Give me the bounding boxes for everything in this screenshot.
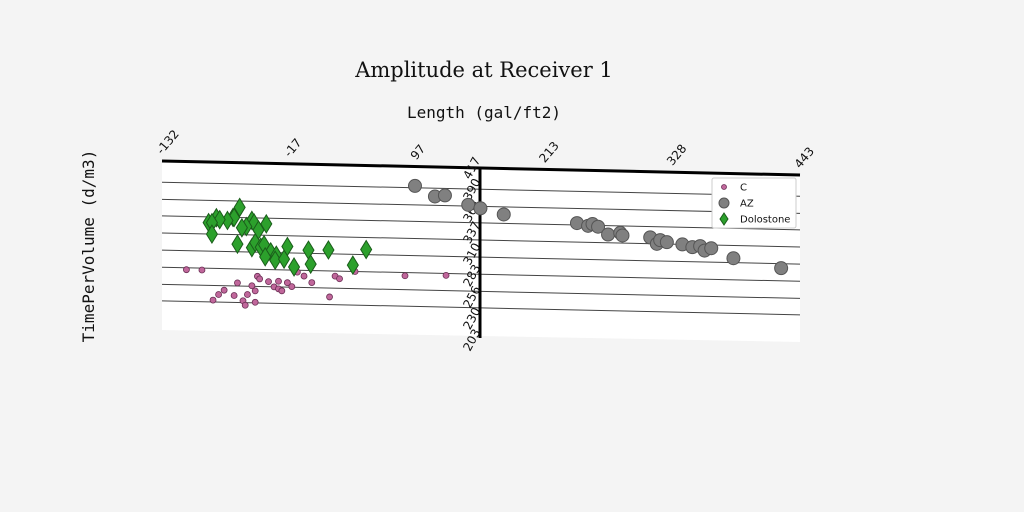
legend: C AZ Dolostone: [711, 177, 797, 229]
az-point: [407, 178, 422, 193]
legend-label: C: [740, 183, 747, 194]
x-tick-label: -132: [154, 127, 182, 157]
az-point: [461, 197, 476, 212]
dolostone-point: [252, 220, 265, 240]
c-point: [215, 291, 222, 298]
az-point: [726, 251, 741, 266]
c-point: [241, 301, 249, 309]
c-point: [183, 266, 190, 274]
legend-box: [711, 177, 797, 229]
dolostone-point: [346, 255, 359, 276]
dolostone-point: [269, 250, 282, 271]
c-point: [336, 275, 343, 283]
az-point: [601, 227, 616, 242]
axes: [161, 159, 801, 338]
c-point: [308, 279, 316, 286]
chart-title: Amplitude at Receiver 1: [354, 58, 613, 82]
dolostone-point: [281, 236, 294, 257]
x-tick-label: 213: [536, 139, 561, 166]
az-point: [591, 219, 606, 234]
c-point: [248, 282, 256, 290]
x-tick-label: 328: [664, 142, 689, 169]
legend-dolostone-marker: [719, 212, 729, 226]
az-point: [659, 235, 674, 250]
x-tick-label: 97: [408, 142, 429, 163]
dolostone-point: [235, 217, 248, 238]
c-point: [251, 298, 259, 306]
az-point: [774, 261, 789, 276]
c-point: [300, 272, 308, 280]
dolostone-point: [231, 234, 244, 255]
x-tick-label: -17: [281, 136, 304, 160]
az-point: [615, 228, 630, 243]
dolostone-point: [360, 239, 373, 260]
data-points: [183, 178, 789, 309]
c-point: [442, 271, 450, 279]
c-point: [198, 266, 206, 274]
c-point: [256, 275, 264, 283]
c-point: [265, 278, 272, 286]
c-point: [326, 293, 333, 301]
c-point: [288, 283, 296, 290]
az-point: [704, 241, 719, 256]
c-point: [234, 279, 241, 287]
c-point: [275, 277, 282, 285]
c-point: [283, 279, 291, 287]
az-point: [496, 207, 511, 222]
c-point: [251, 287, 259, 295]
dolostone-point: [249, 232, 262, 253]
dolostone-point: [205, 224, 219, 245]
dolostone-point: [233, 197, 246, 218]
legend-label: AZ: [740, 199, 754, 210]
c-point: [401, 272, 409, 280]
x-axis-label: Length (gal/ft2): [407, 103, 561, 122]
c-point: [230, 292, 238, 299]
y-axis-label: TimePerVolume (d/m3): [79, 150, 98, 343]
legend-label: Dolostone: [740, 215, 790, 226]
dolostone-point: [287, 257, 301, 277]
c-point: [220, 286, 228, 294]
c-point: [278, 287, 286, 295]
legend-c-marker: [721, 184, 727, 190]
az-point: [437, 188, 452, 203]
dolostone-point: [259, 246, 272, 267]
legend-az-marker: [718, 197, 730, 209]
dolostone-point: [322, 240, 335, 260]
dolostone-point: [277, 249, 291, 270]
x-tick-label: 443: [792, 144, 817, 171]
az-point: [473, 201, 488, 216]
c-point: [209, 296, 217, 304]
c-point: [244, 291, 251, 298]
dolostone-point: [304, 254, 317, 275]
